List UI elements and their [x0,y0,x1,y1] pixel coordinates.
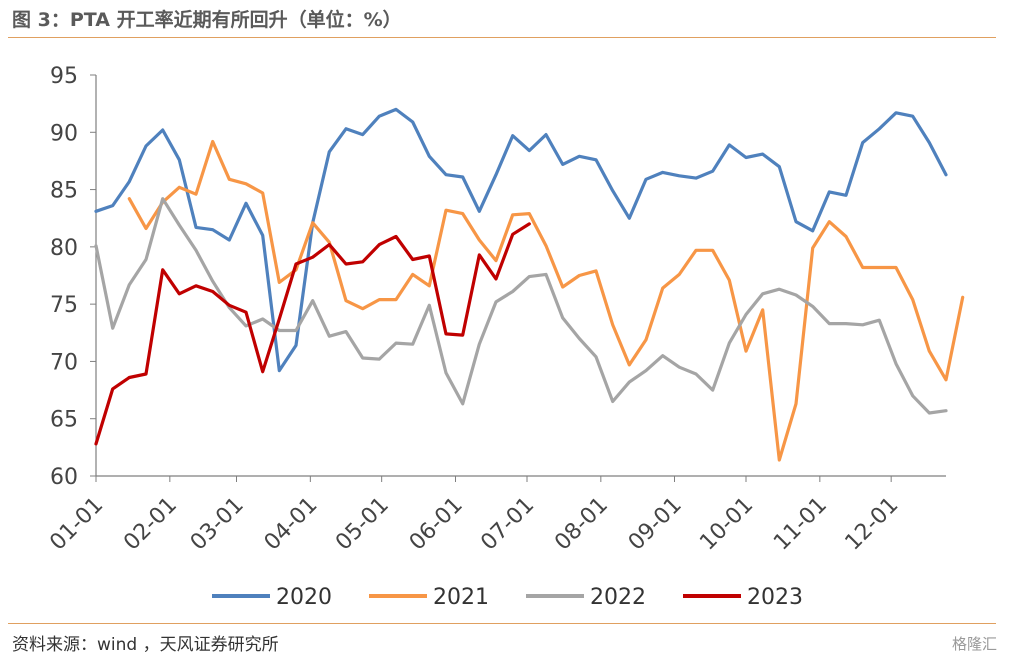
y-tick-label: 75 [50,293,78,318]
y-tick-label: 80 [50,236,78,261]
x-tick-label: 11-01 [769,493,832,556]
chart-title: 图 3：PTA 开工率近期有所回升（单位：%） [12,9,402,31]
legend-label-2020: 2020 [276,585,332,610]
y-tick-label: 70 [50,350,78,375]
source-divider [8,623,996,624]
legend-label-2022: 2022 [590,585,646,610]
x-tick-label: 07-01 [476,493,539,556]
series-line-2023 [94,222,531,446]
title-divider [8,37,996,38]
series-line-2022 [94,197,948,415]
x-tick-label: 06-01 [405,493,468,556]
series-line-2020 [94,107,948,373]
legend: 2020 2021 2022 2023 [212,585,803,610]
x-tick-label: 04-01 [260,493,323,556]
x-tick-label: 09-01 [624,493,687,556]
series-line-2021 [127,139,965,462]
x-axis: 01-01 02-01 03-01 04-01 05-01 06-01 07-01 08-01… [45,475,946,556]
y-tick-label: 90 [50,121,78,146]
watermark: 格隆汇 [951,635,997,653]
y-tick-label: 60 [50,465,78,490]
x-tick-label: 08-01 [550,493,613,556]
x-tick-label: 02-01 [119,493,182,556]
series-lines [94,107,965,462]
x-tick-label: 12-01 [841,493,904,556]
source-note: 资料来源：wind ，天风证券研究所 [12,635,279,655]
legend-label-2023: 2023 [747,585,803,610]
x-tick-label: 05-01 [331,493,394,556]
x-tick-label: 10-01 [695,493,758,556]
x-tick-label: 03-01 [186,493,249,556]
legend-label-2021: 2021 [433,585,489,610]
y-tick-label: 85 [50,179,78,204]
y-tick-label: 65 [50,408,78,433]
x-tick-label: 01-01 [45,493,108,556]
y-tick-label: 95 [50,64,78,89]
y-axis: 60 65 70 75 80 85 90 95 [50,64,97,490]
